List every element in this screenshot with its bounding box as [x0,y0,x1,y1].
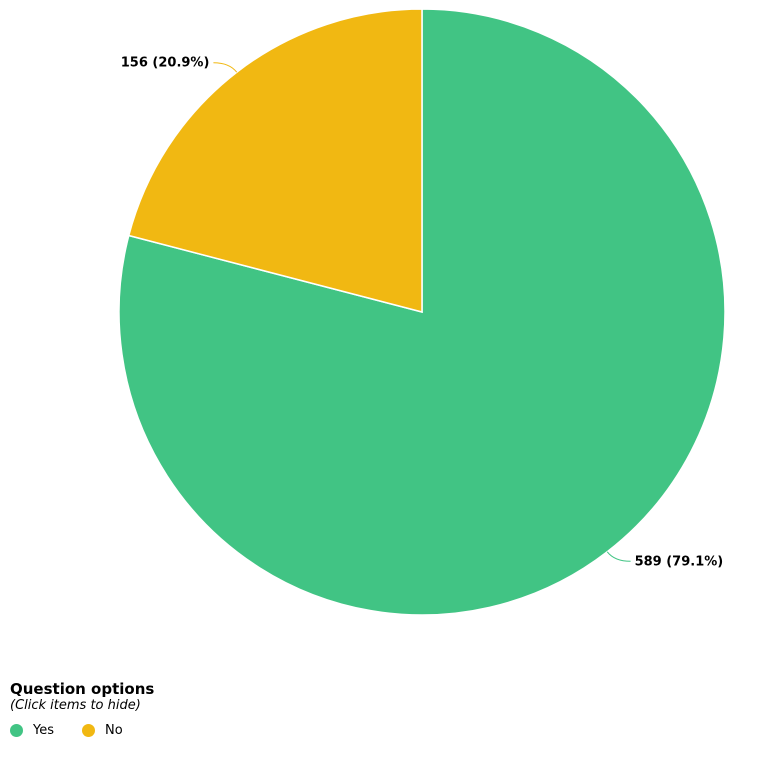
pie-chart: 589 (79.1%) 156 (20.9%) [118,8,726,616]
legend-label-no: No [105,723,123,738]
label-connector-yes [606,551,631,562]
legend-item-yes[interactable]: Yes [10,723,54,738]
legend: Question options (Click items to hide) Y… [10,680,154,738]
pie-slices [118,8,726,616]
data-labels: 589 (79.1%) 156 (20.9%) [121,56,723,570]
data-label-yes: 589 (79.1%) [635,554,724,569]
label-connectors [213,62,631,562]
data-label-no: 156 (20.9%) [121,56,210,71]
legend-title: Question options [10,680,155,698]
legend-swatch-yes [10,724,23,737]
label-connector-no [213,62,238,73]
legend-label-yes: Yes [33,723,54,738]
legend-swatch-no [82,724,95,737]
legend-items: Yes No [10,723,154,738]
legend-subtitle: (Click items to hide) [10,698,141,713]
legend-item-no[interactable]: No [82,723,123,738]
